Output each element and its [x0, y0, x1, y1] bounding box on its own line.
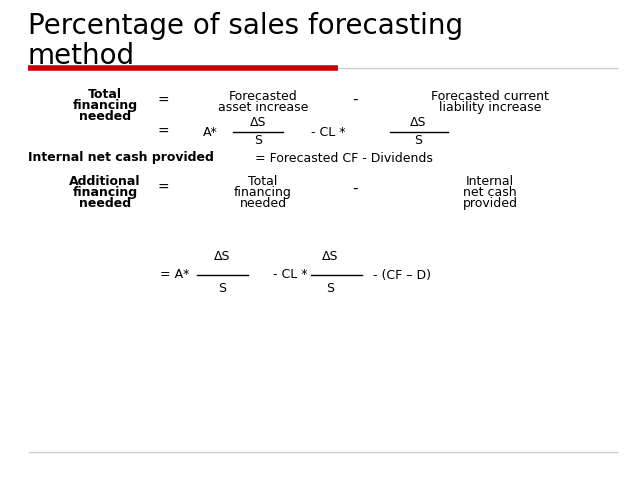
Text: -: -	[352, 92, 358, 107]
Text: S: S	[218, 283, 226, 296]
Text: ΔS: ΔS	[410, 117, 426, 130]
Text: net cash: net cash	[463, 186, 517, 199]
Text: ΔS: ΔS	[250, 117, 266, 130]
Text: = A*: = A*	[160, 268, 189, 281]
Text: =: =	[157, 181, 169, 195]
Text: = Forecasted CF - Dividends: = Forecasted CF - Dividends	[255, 152, 433, 165]
Text: asset increase: asset increase	[218, 101, 308, 114]
Text: provided: provided	[463, 197, 518, 210]
Text: Total: Total	[88, 88, 122, 101]
Text: - CL *: - CL *	[273, 268, 307, 281]
Text: Percentage of sales forecasting: Percentage of sales forecasting	[28, 12, 463, 40]
Text: =: =	[157, 125, 169, 139]
Text: financing: financing	[72, 186, 138, 199]
Text: needed: needed	[239, 197, 287, 210]
Text: liability increase: liability increase	[439, 101, 541, 114]
Text: S: S	[414, 134, 422, 147]
Text: Internal: Internal	[466, 175, 514, 188]
Text: -: -	[352, 180, 358, 195]
Text: ΔS: ΔS	[214, 251, 230, 264]
Text: needed: needed	[79, 110, 131, 123]
Text: Additional: Additional	[69, 175, 141, 188]
Text: financing: financing	[72, 99, 138, 112]
Text: =: =	[157, 94, 169, 108]
Text: - CL *: - CL *	[311, 125, 345, 139]
Text: A*: A*	[203, 125, 218, 139]
Text: method: method	[28, 42, 135, 70]
Text: - (CF – D): - (CF – D)	[373, 268, 431, 281]
Text: Internal net cash provided: Internal net cash provided	[28, 152, 214, 165]
Text: S: S	[254, 134, 262, 147]
Text: ΔS: ΔS	[322, 251, 339, 264]
Text: financing: financing	[234, 186, 292, 199]
Text: Forecasted current: Forecasted current	[431, 90, 549, 103]
Text: Forecasted: Forecasted	[228, 90, 298, 103]
Text: needed: needed	[79, 197, 131, 210]
Text: Total: Total	[248, 175, 278, 188]
Text: S: S	[326, 283, 334, 296]
